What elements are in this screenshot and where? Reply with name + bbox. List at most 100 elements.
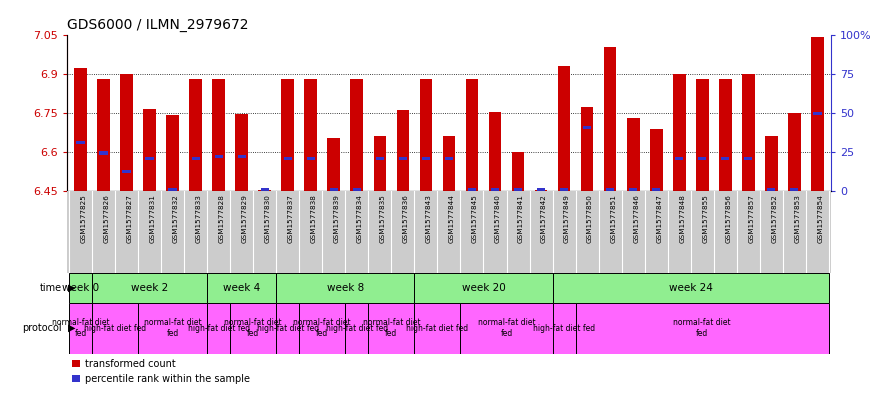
Bar	[650, 129, 662, 191]
Bar	[307, 156, 315, 160]
Legend: transformed count, percentile rank within the sample: transformed count, percentile rank withi…	[71, 359, 250, 384]
Bar	[560, 187, 568, 191]
Bar	[350, 79, 364, 191]
Bar	[123, 169, 131, 173]
Bar	[259, 190, 271, 191]
Text: GSM1577833: GSM1577833	[196, 194, 202, 243]
Bar	[491, 187, 499, 191]
Text: GSM1577854: GSM1577854	[817, 194, 823, 243]
Bar	[414, 303, 461, 354]
Text: GSM1577856: GSM1577856	[725, 194, 732, 243]
Text: normal-fat diet
fed: normal-fat diet fed	[674, 318, 731, 338]
Text: GSM1577852: GSM1577852	[772, 194, 777, 243]
Text: GDS6000 / ILMN_2979672: GDS6000 / ILMN_2979672	[67, 18, 248, 31]
Bar	[443, 136, 455, 191]
Bar	[120, 74, 132, 191]
Text: GSM1577832: GSM1577832	[172, 194, 179, 243]
Bar	[143, 109, 156, 191]
Bar	[260, 187, 268, 191]
Bar	[282, 79, 294, 191]
Bar	[230, 303, 276, 354]
Bar	[74, 68, 87, 191]
Text: GSM1577851: GSM1577851	[610, 194, 616, 243]
Bar	[444, 156, 453, 160]
Bar	[512, 152, 525, 191]
Bar	[534, 190, 548, 191]
Bar	[811, 37, 824, 191]
Bar	[169, 187, 177, 191]
Bar	[721, 156, 729, 160]
Text: GSM1577850: GSM1577850	[587, 194, 593, 243]
Bar	[813, 112, 821, 115]
Bar	[627, 118, 639, 191]
Bar	[284, 156, 292, 160]
Bar	[97, 79, 110, 191]
Bar	[236, 114, 248, 191]
Bar	[468, 187, 477, 191]
Bar	[767, 187, 775, 191]
Bar	[788, 113, 801, 191]
Bar	[581, 107, 594, 191]
Text: high-fat diet fed: high-fat diet fed	[84, 324, 146, 332]
Text: normal-fat diet
fed: normal-fat diet fed	[363, 318, 420, 338]
Bar	[276, 303, 300, 354]
Bar	[744, 156, 752, 160]
Text: protocol: protocol	[22, 323, 62, 333]
Bar	[92, 303, 138, 354]
Text: GSM1577826: GSM1577826	[103, 194, 109, 243]
Bar	[421, 156, 430, 160]
Bar	[373, 136, 386, 191]
Text: GSM1577838: GSM1577838	[311, 194, 316, 243]
Bar	[696, 79, 709, 191]
Bar	[489, 112, 501, 191]
Bar	[146, 156, 154, 160]
Bar	[466, 79, 478, 191]
Text: ▶: ▶	[68, 283, 76, 293]
Bar	[414, 273, 553, 303]
Bar	[327, 138, 340, 191]
Bar	[237, 155, 245, 158]
Text: normal-fat diet
fed: normal-fat diet fed	[144, 318, 202, 338]
Text: GSM1577825: GSM1577825	[81, 194, 86, 243]
Bar	[166, 115, 179, 191]
Bar	[673, 74, 685, 191]
Bar	[514, 187, 522, 191]
Bar	[214, 155, 223, 158]
Text: GSM1577840: GSM1577840	[495, 194, 501, 243]
Bar	[396, 110, 409, 191]
Text: GSM1577844: GSM1577844	[449, 194, 455, 243]
Text: normal-fat diet
fed: normal-fat diet fed	[224, 318, 282, 338]
Bar	[575, 303, 829, 354]
Bar	[138, 303, 207, 354]
Bar	[368, 303, 414, 354]
Text: GSM1577842: GSM1577842	[541, 194, 547, 243]
Bar	[376, 156, 384, 160]
Text: normal-fat diet
fed: normal-fat diet fed	[52, 318, 109, 338]
Bar	[191, 156, 200, 160]
Text: high-fat diet fed: high-fat diet fed	[533, 324, 595, 332]
Text: normal-fat diet
fed: normal-fat diet fed	[477, 318, 535, 338]
Bar	[304, 79, 317, 191]
Text: GSM1577835: GSM1577835	[380, 194, 386, 243]
Bar	[606, 187, 614, 191]
Bar	[207, 273, 276, 303]
Bar	[207, 303, 230, 354]
Text: GSM1577830: GSM1577830	[265, 194, 271, 243]
Text: GSM1577827: GSM1577827	[126, 194, 132, 243]
Text: GSM1577846: GSM1577846	[633, 194, 639, 243]
Bar	[653, 187, 661, 191]
Bar	[557, 66, 571, 191]
Bar	[742, 74, 755, 191]
Bar	[276, 273, 414, 303]
Text: week 24: week 24	[669, 283, 713, 293]
Text: GSM1577837: GSM1577837	[288, 194, 293, 243]
Bar	[629, 187, 637, 191]
Bar	[330, 187, 338, 191]
Bar	[719, 79, 732, 191]
Text: GSM1577848: GSM1577848	[679, 194, 685, 243]
Bar	[420, 79, 432, 191]
Bar	[698, 156, 707, 160]
Text: GSM1577829: GSM1577829	[242, 194, 248, 243]
Text: high-fat diet fed: high-fat diet fed	[325, 324, 388, 332]
Text: high-fat diet fed: high-fat diet fed	[406, 324, 469, 332]
